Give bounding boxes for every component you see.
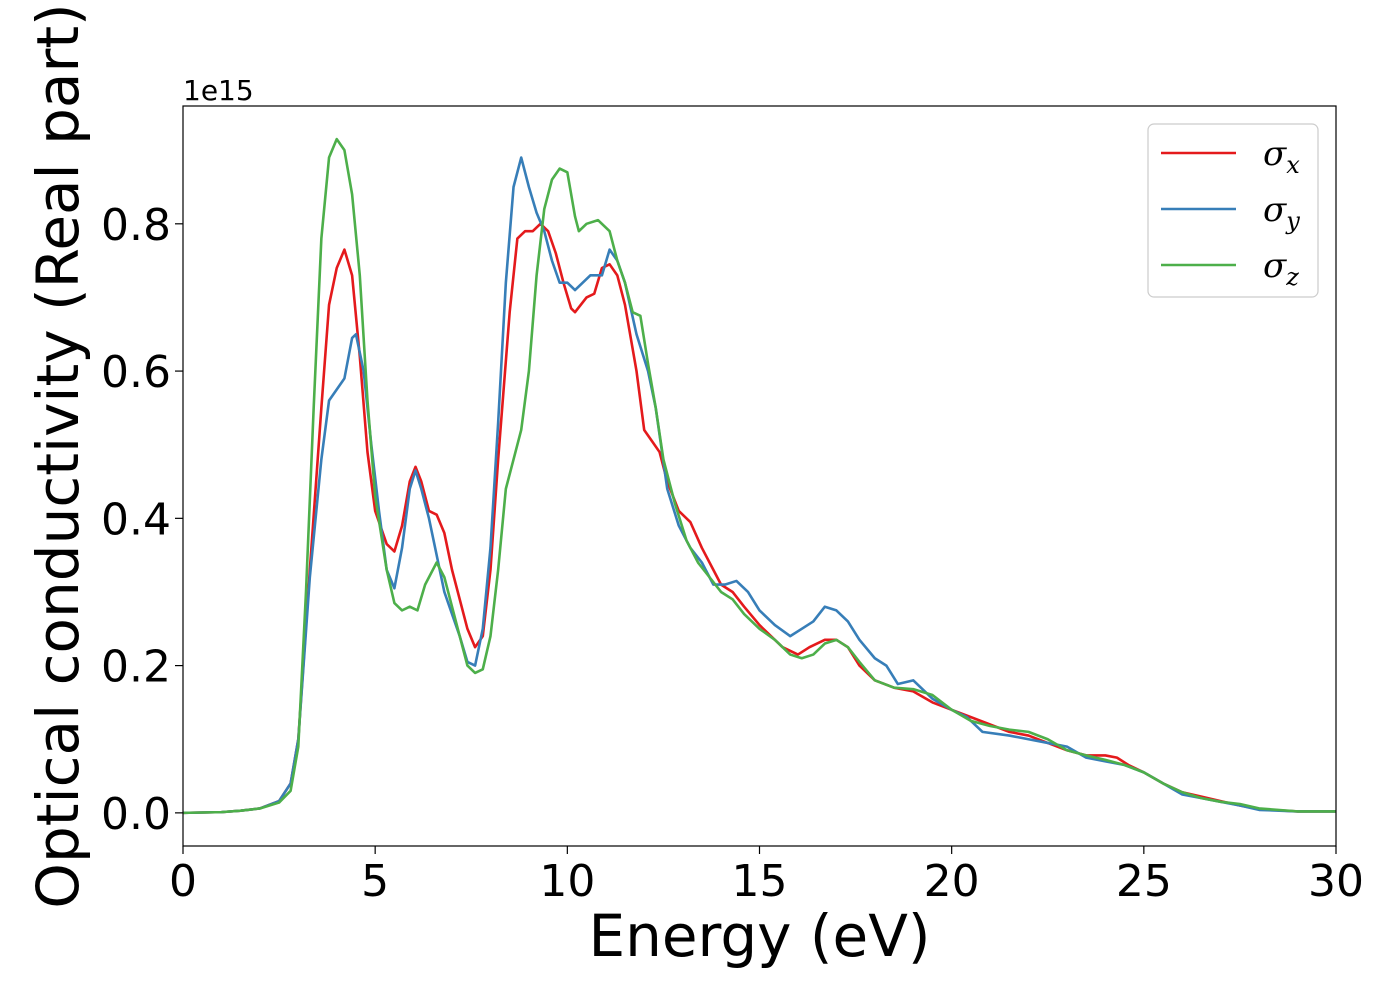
y-tick-label: 0.6: [101, 347, 171, 398]
legend-label-x: σx: [1263, 134, 1300, 179]
x-tick-label: 20: [924, 856, 980, 907]
y-tick-label: 0.4: [101, 494, 171, 545]
x-axis-title: Energy (eV): [588, 902, 930, 970]
x-tick-label: 25: [1116, 856, 1172, 907]
x-tick-label: 15: [732, 856, 788, 907]
y-axis-ticks: 0.0 0.2 0.4 0.6 0.8: [101, 200, 183, 840]
plot-series-group: [183, 137, 1336, 815]
legend-label-z: σz: [1263, 246, 1299, 291]
series-line-z: [183, 137, 1336, 815]
y-offset-label: 1e15: [183, 74, 254, 107]
y-tick-label: 0.2: [101, 642, 171, 693]
legend-box: [1147, 123, 1319, 298]
x-tick-label: 30: [1308, 856, 1364, 907]
x-tick-label: 5: [361, 856, 389, 907]
x-tick-label: 10: [539, 856, 595, 907]
x-axis-ticks: 0 5 10 15 20 25 30: [169, 846, 1364, 907]
x-tick-label: 0: [169, 856, 197, 907]
legend: σx σy σz: [1147, 123, 1319, 298]
y-axis-title: Optical conductivity (Real part): [24, 3, 92, 908]
y-tick-label: 0.8: [101, 200, 171, 251]
legend-label-y: σy: [1263, 190, 1300, 235]
y-tick-label: 0.0: [101, 789, 171, 840]
